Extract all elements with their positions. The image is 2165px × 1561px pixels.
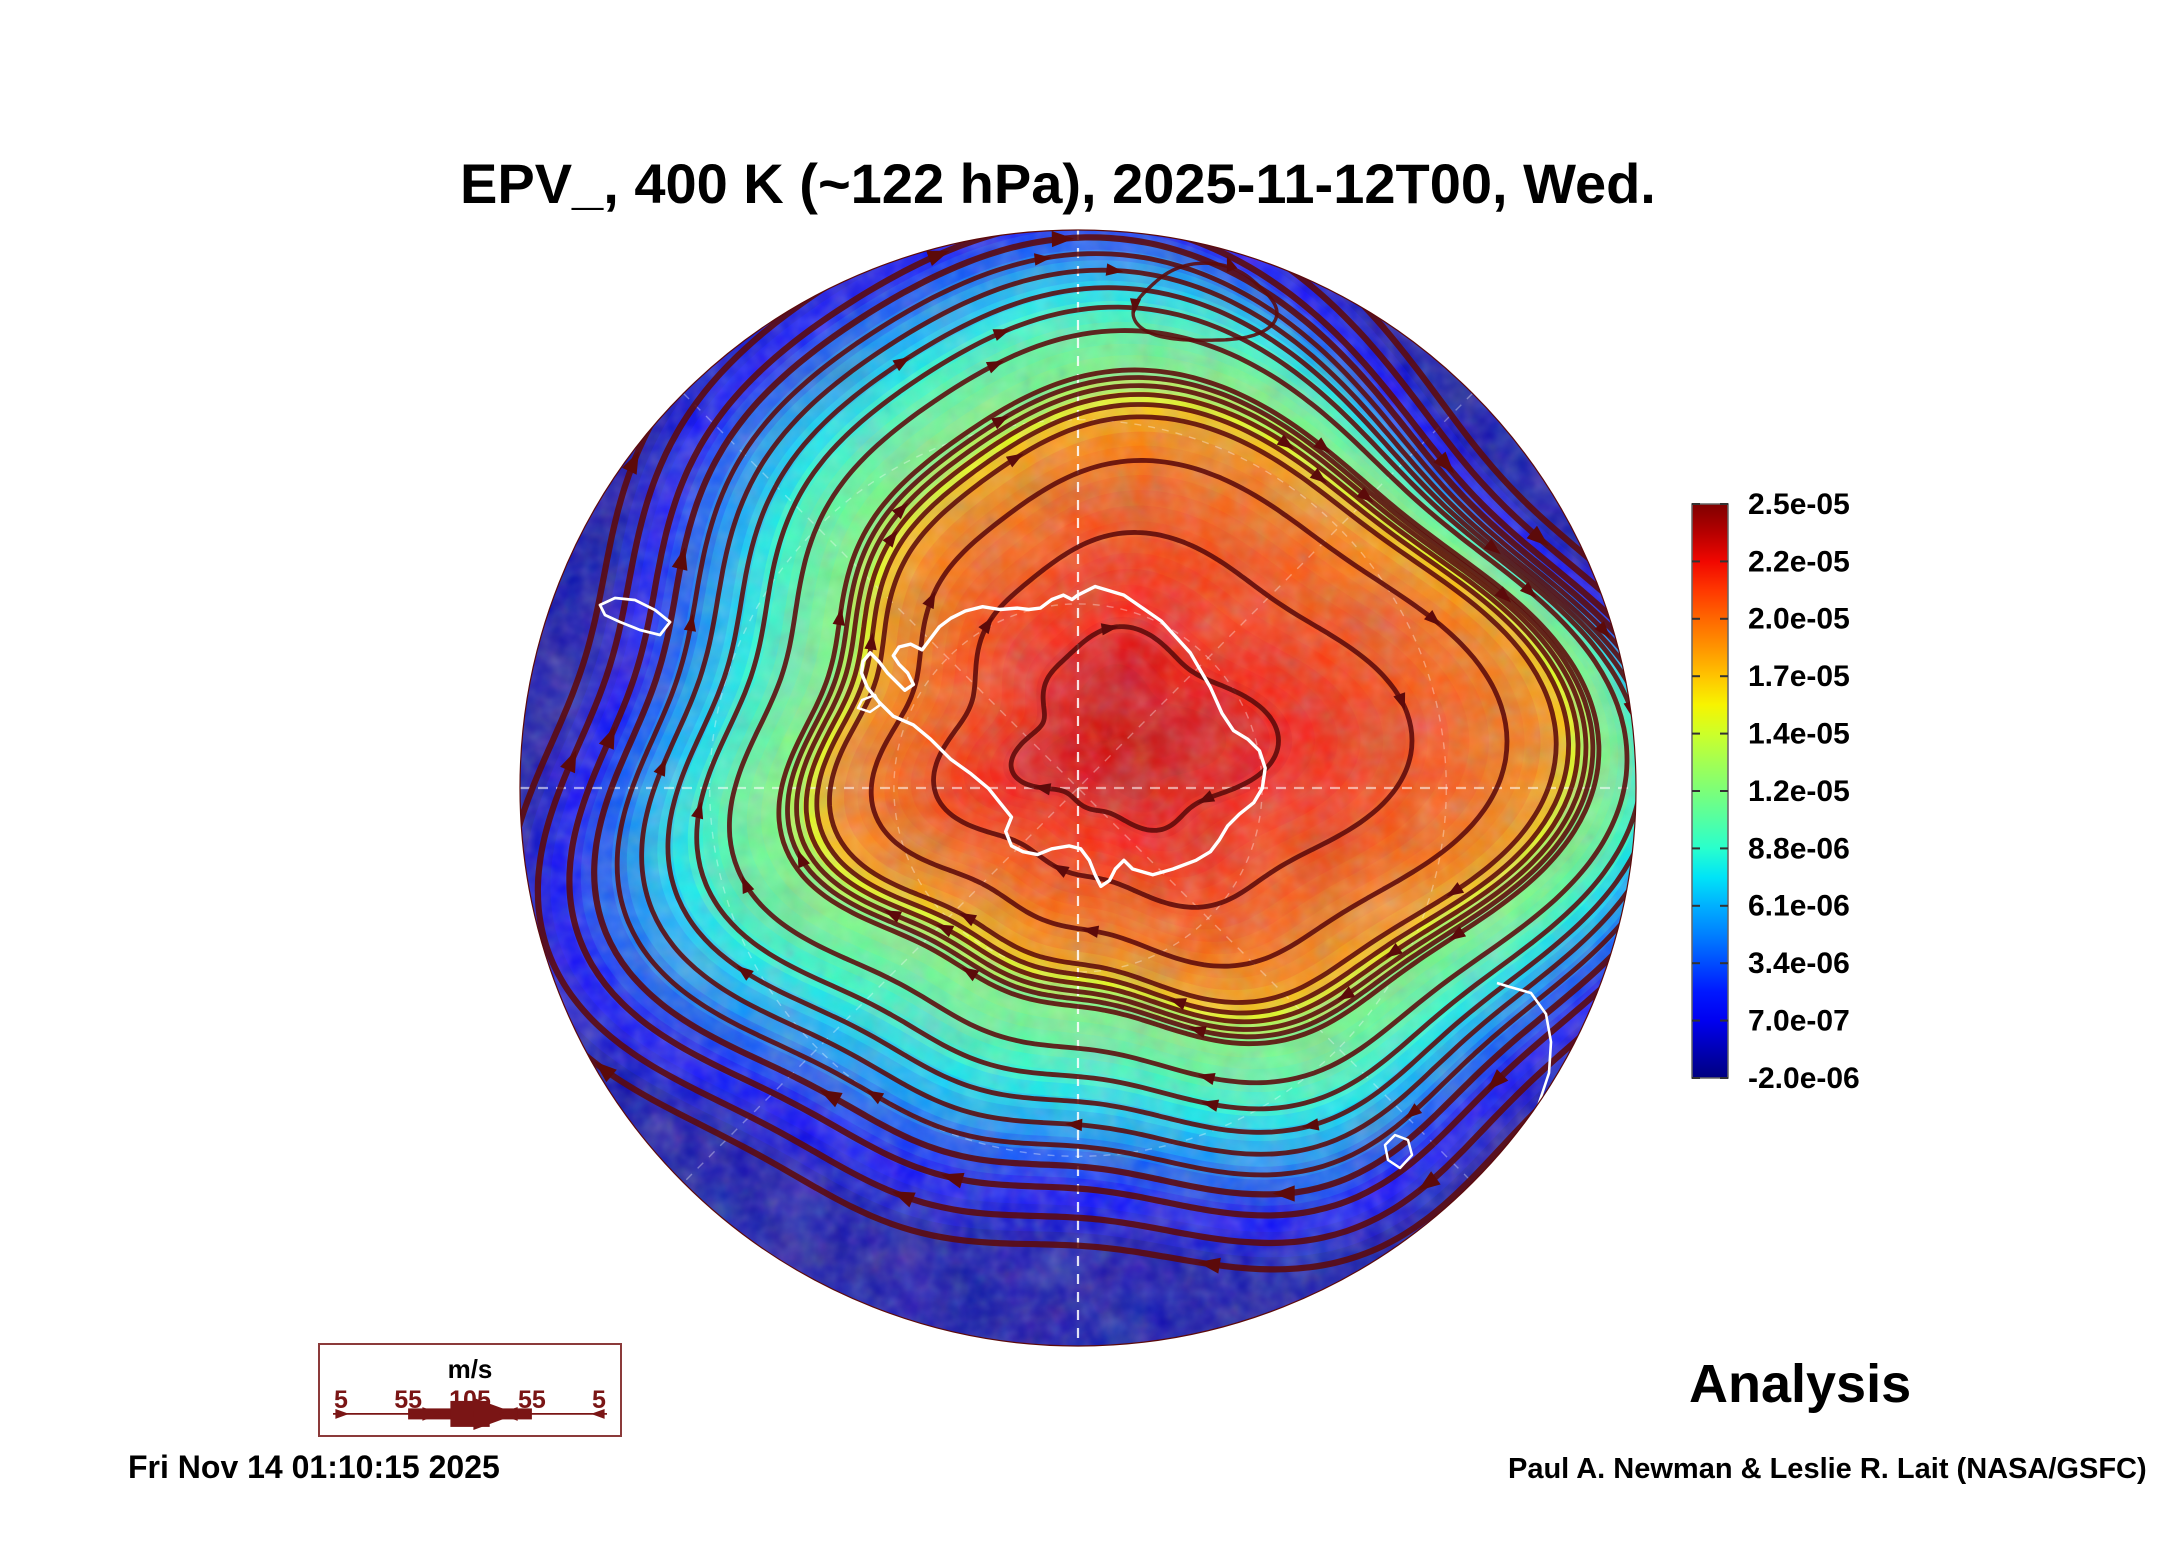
svg-text:2.5e-05: 2.5e-05 xyxy=(1748,488,1850,521)
svg-text:Fri Nov 14 01:10:15 2025: Fri Nov 14 01:10:15 2025 xyxy=(128,1449,500,1485)
svg-text:1.4e-05: 1.4e-05 xyxy=(1748,718,1850,751)
svg-text:m/s: m/s xyxy=(448,1354,493,1384)
svg-text:Paul A. Newman & Leslie R. Lai: Paul A. Newman & Leslie R. Lait (NASA/GS… xyxy=(1508,1453,2147,1485)
svg-text:EPV_, 400 K (~122 hPa), 2025-1: EPV_, 400 K (~122 hPa), 2025-11-12T00, W… xyxy=(460,152,1656,215)
svg-text:6.1e-06: 6.1e-06 xyxy=(1748,890,1850,923)
svg-text:2.0e-05: 2.0e-05 xyxy=(1748,603,1850,636)
svg-text:1.7e-05: 1.7e-05 xyxy=(1748,660,1850,693)
svg-text:Analysis: Analysis xyxy=(1689,1354,1911,1414)
svg-text:8.8e-06: 8.8e-06 xyxy=(1748,832,1850,865)
svg-text:1.2e-05: 1.2e-05 xyxy=(1748,775,1850,808)
svg-text:-2.0e-06: -2.0e-06 xyxy=(1748,1062,1860,1095)
svg-text:7.0e-07: 7.0e-07 xyxy=(1748,1005,1850,1038)
svg-text:3.4e-06: 3.4e-06 xyxy=(1748,947,1850,980)
svg-text:2.2e-05: 2.2e-05 xyxy=(1748,545,1850,578)
